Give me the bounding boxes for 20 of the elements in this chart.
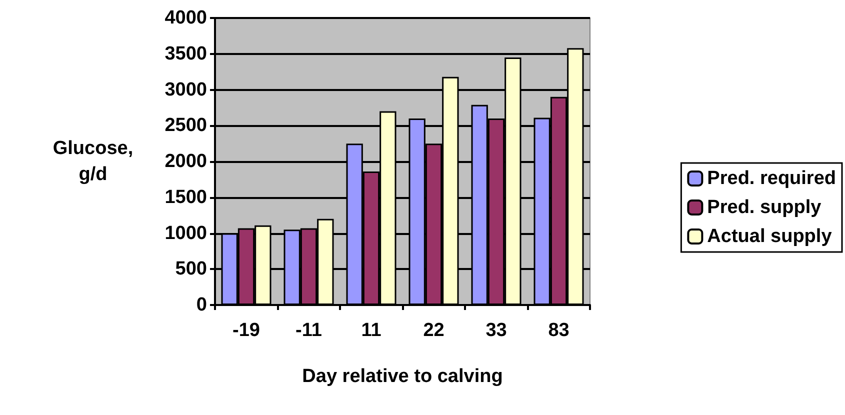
legend-label: Pred. supply	[707, 197, 822, 218]
y-tick-label: 3500	[164, 43, 207, 64]
legend-label: Actual supply	[707, 226, 832, 247]
x-tick-label: 11	[361, 320, 382, 341]
y-tick-label: 0	[196, 294, 207, 316]
x-tick-label: -19	[232, 320, 260, 341]
y-tick-label: 4000	[164, 8, 207, 28]
y-tick-label: 1500	[164, 186, 207, 208]
y-tick-label: 2000	[164, 151, 207, 172]
y-tick-label: 1000	[164, 222, 207, 244]
x-tick-label: 22	[423, 320, 444, 341]
x-tick-label: 83	[548, 320, 570, 341]
legend-label: Pred. required	[707, 168, 836, 189]
y-tick-label: 500	[175, 258, 207, 280]
y-tick-label: 3000	[164, 79, 207, 100]
y-axis-title: Glucose, g/d	[52, 138, 134, 185]
y-tick-label: 2500	[164, 115, 207, 136]
x-tick-label: 33	[486, 320, 507, 341]
x-tick-label: -11	[296, 320, 322, 341]
x-axis-title: Day relative to calving	[302, 366, 503, 387]
